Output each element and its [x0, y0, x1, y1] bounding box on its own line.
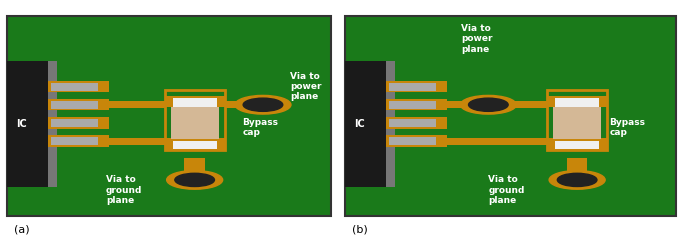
- Circle shape: [460, 95, 516, 114]
- Bar: [345, 62, 386, 187]
- Bar: [173, 98, 217, 106]
- Bar: [386, 136, 447, 147]
- Bar: [173, 141, 217, 149]
- Bar: [547, 96, 607, 107]
- Bar: [447, 138, 547, 145]
- Bar: [51, 119, 98, 127]
- Text: Bypass
cap: Bypass cap: [242, 118, 279, 137]
- Bar: [386, 62, 395, 187]
- Circle shape: [175, 173, 214, 187]
- Text: Via to
ground
plane: Via to ground plane: [488, 175, 525, 205]
- Bar: [51, 137, 98, 145]
- Bar: [555, 141, 599, 149]
- Bar: [499, 101, 547, 108]
- Bar: [7, 62, 48, 187]
- Circle shape: [167, 171, 223, 189]
- Text: IC: IC: [354, 119, 365, 129]
- Text: Via to
power
plane: Via to power plane: [461, 24, 492, 54]
- Circle shape: [243, 98, 283, 111]
- Circle shape: [549, 171, 605, 189]
- Bar: [389, 82, 436, 90]
- Bar: [109, 138, 165, 145]
- Bar: [48, 136, 109, 147]
- Bar: [48, 99, 109, 110]
- Bar: [7, 16, 331, 216]
- Bar: [48, 81, 109, 92]
- Bar: [547, 90, 607, 150]
- Bar: [389, 119, 436, 127]
- Text: (b): (b): [352, 224, 367, 234]
- Text: Bypass
cap: Bypass cap: [609, 118, 645, 137]
- Bar: [389, 137, 436, 145]
- Bar: [567, 158, 587, 176]
- Bar: [447, 101, 477, 108]
- Bar: [386, 99, 447, 110]
- Bar: [184, 158, 205, 176]
- Bar: [555, 98, 599, 106]
- Circle shape: [557, 173, 597, 187]
- Bar: [165, 90, 225, 150]
- Text: (a): (a): [14, 224, 29, 234]
- Bar: [165, 138, 225, 150]
- Bar: [386, 81, 447, 92]
- Bar: [165, 96, 225, 107]
- Bar: [48, 117, 109, 129]
- Circle shape: [469, 98, 508, 111]
- Bar: [345, 16, 676, 216]
- Circle shape: [235, 95, 291, 114]
- Bar: [386, 117, 447, 129]
- Bar: [109, 101, 165, 108]
- Bar: [389, 101, 436, 109]
- Bar: [553, 106, 601, 139]
- Bar: [547, 138, 607, 150]
- Bar: [48, 62, 57, 187]
- Bar: [225, 101, 251, 108]
- Bar: [51, 101, 98, 109]
- Text: Via to
ground
plane: Via to ground plane: [106, 175, 142, 205]
- Bar: [171, 106, 219, 139]
- Bar: [51, 82, 98, 90]
- Text: Via to
power
plane: Via to power plane: [290, 72, 322, 102]
- Text: IC: IC: [16, 119, 27, 129]
